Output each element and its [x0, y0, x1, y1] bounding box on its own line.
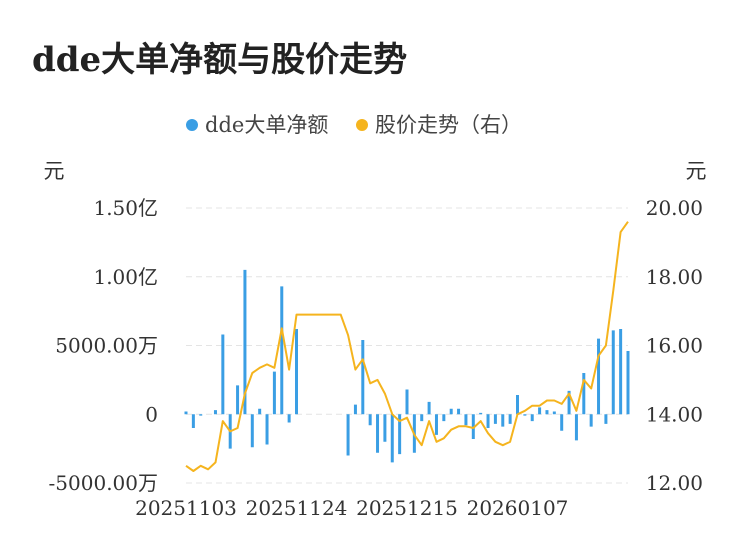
dde-bar	[582, 373, 586, 415]
left-axis-ticks: 1.50亿 1.00亿 5000.00万 0 -5000.00万	[49, 196, 158, 495]
dde-bar	[236, 385, 240, 415]
right-axis-unit: 元	[686, 159, 707, 183]
dde-bar	[353, 404, 357, 415]
dde-bar	[611, 330, 615, 415]
right-tick-label-2: 16.00	[646, 334, 703, 358]
x-tick-label-3: 20260107	[467, 496, 569, 520]
dde-bar	[619, 329, 623, 415]
dde-bar	[191, 414, 195, 428]
dde-bar	[427, 401, 431, 415]
legend-marker-1	[356, 119, 368, 131]
dde-bar	[552, 411, 556, 415]
dde-bar	[184, 411, 188, 415]
price-line	[185, 221, 629, 472]
dde-bar	[346, 414, 350, 456]
dde-bar	[508, 414, 512, 424]
right-tick-label-1: 18.00	[646, 265, 703, 289]
right-axis-ticks: 20.00 18.00 16.00 14.00 12.00	[646, 196, 703, 495]
dde-bar	[368, 414, 372, 426]
dde-bar	[213, 410, 217, 415]
dde-bar	[434, 414, 438, 435]
dde-bar	[250, 414, 254, 448]
dde-bar	[280, 286, 284, 415]
x-tick-label-0: 20251103	[135, 496, 237, 520]
dde-bar	[420, 414, 424, 422]
left-tick-label-1: 1.00亿	[93, 265, 158, 289]
dde-bar	[516, 395, 519, 415]
dde-bar	[361, 340, 365, 415]
dde-bar	[604, 414, 608, 424]
page-title: dde大单净额与股价走势	[32, 40, 408, 80]
dde-bar	[626, 351, 630, 415]
x-tick-label-2: 20251215	[356, 496, 458, 520]
right-tick-label-0: 20.00	[646, 196, 703, 220]
dde-bars	[184, 269, 630, 463]
x-axis-ticks: 20251103 20251124 20251215 20260107	[135, 496, 568, 520]
dde-bar	[589, 414, 593, 427]
dde-bar	[493, 414, 497, 424]
dde-bar	[545, 410, 549, 415]
dde-bar	[449, 408, 453, 415]
dde-bar	[457, 408, 461, 415]
dde-bar	[405, 389, 409, 415]
dde-bar	[243, 269, 247, 415]
dde-bar	[258, 408, 262, 415]
dde-bar	[287, 414, 291, 423]
legend-label-0: dde大单净额	[205, 113, 328, 137]
dde-bar	[597, 338, 601, 415]
dde-bar	[199, 414, 203, 416]
left-tick-label-4: -5000.00万	[49, 471, 158, 495]
legend-label-1: 股价走势（右）	[375, 113, 522, 137]
dde-bar	[398, 414, 402, 455]
left-tick-label-2: 5000.00万	[55, 334, 158, 358]
price-line-path	[185, 221, 629, 472]
dde-bar	[538, 407, 542, 415]
chart-legend: dde大单净额 股价走势（右）	[186, 113, 522, 137]
dde-bar	[486, 414, 490, 428]
legend-marker-0	[186, 119, 198, 131]
dde-bar	[560, 414, 564, 431]
dde-bar	[221, 334, 225, 415]
dde-bar	[265, 414, 269, 445]
left-tick-label-0: 1.50亿	[93, 196, 158, 220]
dde-bar	[272, 371, 276, 415]
dde-bar	[530, 414, 534, 422]
dde-bar	[567, 390, 571, 415]
dde-bar	[390, 414, 394, 463]
dde-bar	[471, 414, 475, 439]
dde-bar	[464, 414, 468, 426]
dde-bar	[501, 414, 505, 427]
dde-bar	[574, 414, 578, 441]
dde-bar	[479, 412, 483, 415]
left-tick-label-3: 0	[145, 402, 158, 426]
dde-bar	[376, 414, 380, 453]
dde-bar	[383, 414, 387, 442]
right-tick-label-4: 12.00	[646, 471, 703, 495]
dde-bar	[442, 414, 446, 422]
x-tick-label-1: 20251124	[246, 496, 348, 520]
right-tick-label-3: 14.00	[646, 402, 703, 426]
dde-bar	[523, 414, 527, 416]
dde-bar	[295, 329, 298, 415]
left-axis-unit: 元	[44, 159, 65, 183]
